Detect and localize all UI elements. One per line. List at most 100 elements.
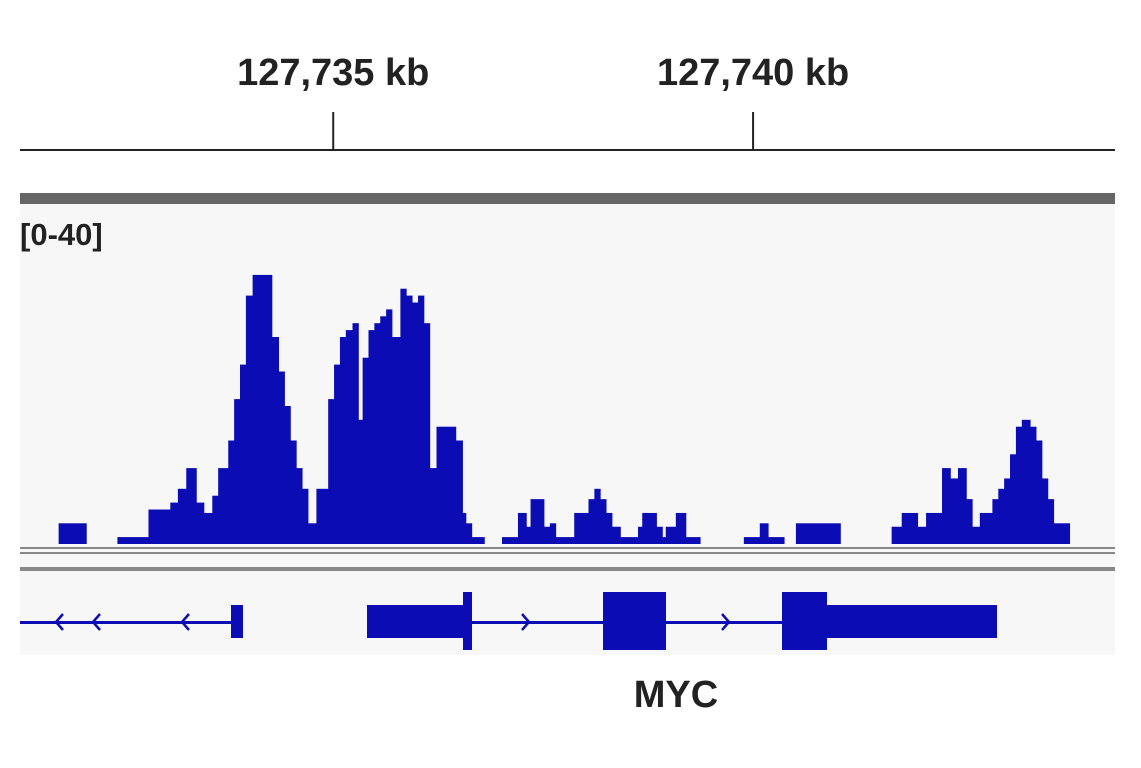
coverage-bar	[979, 512, 993, 544]
coverage-bar	[316, 488, 329, 544]
coverage-bar	[656, 526, 663, 544]
x-tick-label: 127,735 kb	[237, 52, 429, 94]
coverage-bar	[594, 488, 601, 544]
coverage-bar	[368, 330, 375, 544]
x-tick-label: 127,740 kb	[657, 52, 849, 94]
coverage-bar	[391, 337, 401, 544]
coverage-bar	[957, 468, 967, 544]
coverage-bar	[992, 499, 999, 544]
coverage-bar	[455, 440, 463, 544]
track-separator	[20, 552, 1115, 554]
coverage-bar	[950, 478, 959, 544]
coverage-bar	[917, 526, 927, 544]
coverage-bar	[196, 502, 205, 544]
coverage-bar	[345, 330, 353, 544]
coverage-bar	[675, 512, 687, 544]
coverage-bar	[620, 537, 639, 544]
coverage-bar	[743, 537, 761, 544]
arrow	[180, 613, 190, 631]
track-separator	[20, 547, 1115, 549]
coverage-bar	[1036, 440, 1043, 544]
coverage-bar	[471, 537, 485, 544]
coverage-bar	[966, 499, 973, 544]
coverage-bar	[429, 468, 437, 544]
coverage-bar	[891, 526, 903, 544]
coverage-bar	[252, 274, 273, 544]
intron	[20, 621, 231, 624]
coverage-bar	[600, 499, 607, 544]
coverage-bar	[245, 295, 254, 544]
coverage-bar	[328, 399, 335, 544]
coverage-bar	[642, 512, 657, 544]
coverage-bar	[502, 537, 519, 544]
arrow	[54, 613, 64, 631]
track-background	[20, 204, 1115, 655]
coverage-bar	[218, 468, 229, 544]
coverage-bar	[1015, 426, 1023, 544]
data-range-label: [0-40]	[20, 217, 103, 252]
coverage-bar	[685, 537, 701, 544]
coverage-bar	[638, 526, 643, 544]
coverage-bar	[759, 523, 769, 544]
coverage-bar	[1041, 478, 1049, 544]
coverage-bar	[212, 495, 219, 544]
coverage-bar	[1047, 499, 1055, 544]
coverage-bar	[362, 357, 369, 544]
coverage-bar	[284, 406, 291, 544]
coverage-bar	[423, 323, 431, 544]
intron	[472, 621, 603, 624]
coverage-bar	[588, 499, 595, 544]
coverage-bar	[352, 323, 359, 544]
coverage-bar	[1010, 454, 1017, 544]
coverage-bar	[942, 468, 951, 544]
coverage-bar	[665, 526, 677, 544]
coverage-bar	[117, 537, 149, 544]
coverage-bar	[203, 512, 213, 544]
strand-arrows	[54, 613, 731, 631]
coverage-bar	[278, 371, 285, 544]
coverage-bar	[543, 526, 551, 544]
coverage-bar	[186, 468, 197, 544]
coverage-bar	[1030, 426, 1037, 544]
coverage-bar	[517, 512, 527, 544]
exon	[827, 605, 997, 638]
exon	[603, 592, 666, 650]
coverage-bar	[177, 488, 187, 544]
coverage-bar	[170, 502, 179, 544]
coverage-bar	[1004, 478, 1011, 544]
coverage-bar	[462, 512, 467, 544]
coverage-bar	[406, 295, 413, 544]
coverage-bar	[271, 337, 280, 544]
exon	[367, 605, 463, 638]
coverage-bar	[412, 302, 419, 544]
coverage-bar	[606, 512, 613, 544]
coverage-bar	[374, 323, 381, 544]
coverage-bar	[240, 364, 247, 544]
arrow	[91, 613, 101, 631]
coverage-bar	[334, 364, 341, 544]
coverage-bar	[58, 523, 87, 544]
coverage-bar	[400, 288, 407, 544]
coverage-bar	[662, 537, 667, 544]
coverage-bar	[418, 295, 425, 544]
arrow	[521, 613, 531, 631]
coverage-bar	[1053, 523, 1071, 544]
coverage-bar	[901, 512, 919, 544]
coverage-bar	[339, 337, 347, 544]
coverage-bar	[290, 440, 297, 544]
coverage-bar	[926, 512, 943, 544]
coverage-bar	[795, 523, 841, 544]
coverage-bar	[228, 440, 235, 544]
coverage-bar	[465, 523, 473, 544]
coverage-bar	[436, 426, 457, 544]
coverage-bar	[574, 512, 589, 544]
coverage-bar	[549, 523, 557, 544]
coverage-bar	[555, 537, 575, 544]
coverage-bar	[296, 468, 303, 544]
track-header-bar	[20, 193, 1115, 204]
coverage-bar	[386, 309, 393, 544]
coverage-bar	[308, 523, 317, 544]
gene-model	[20, 592, 997, 650]
